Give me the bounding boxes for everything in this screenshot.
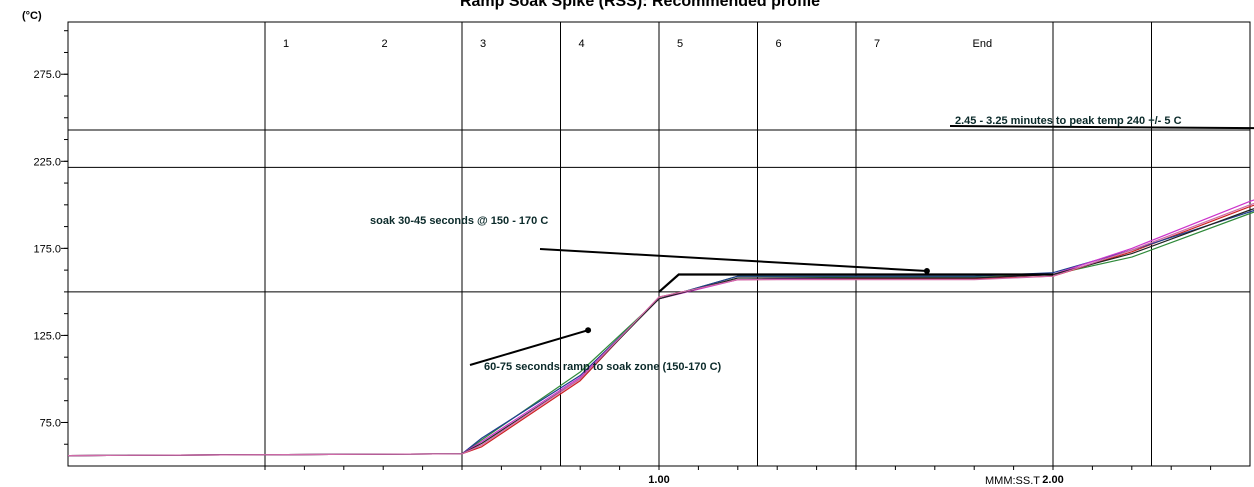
series-line-3 <box>67 209 1254 457</box>
annotation-leader-2 <box>469 329 589 366</box>
series-line-6 <box>67 202 1254 457</box>
y-tick-label: 75.0 <box>40 417 61 429</box>
x-tick-label: 2.00 <box>1042 474 1063 486</box>
series-line-2 <box>67 204 1254 457</box>
annotation-leader-3 <box>949 125 1254 130</box>
y-tick-label: 275.0 <box>33 69 61 81</box>
chart-title: Ramp Soak Spike (RSS): Recommended profi… <box>460 0 820 10</box>
zone-label-4: 4 <box>579 38 585 50</box>
annotation-text-2: 60-75 seconds ramp to soak zone (150-170… <box>484 361 722 373</box>
annotation-dot-1 <box>923 267 930 274</box>
series-line-4 <box>67 199 1254 457</box>
zone-label-3: 3 <box>480 38 486 50</box>
annotation-text-3: 2.45 - 3.25 minutes to peak temp 240 +/-… <box>955 115 1182 127</box>
zone-label-8: End <box>973 38 993 50</box>
y-axis-unit: (°C) <box>22 10 42 22</box>
annotation-text-1: soak 30-45 seconds @ 150 - 170 C <box>370 215 548 227</box>
y-tick-label: 125.0 <box>33 330 61 342</box>
zone-label-5: 5 <box>677 38 683 50</box>
zone-label-1: 1 <box>283 38 289 50</box>
y-tick-label: 225.0 <box>33 156 61 168</box>
y-tick-label: 175.0 <box>33 243 61 255</box>
zone-label-2: 2 <box>382 38 388 50</box>
series-line-5 <box>67 208 1254 457</box>
x-axis-format-label: MMM:SS.T <box>985 475 1040 487</box>
x-tick-label: 1.00 <box>648 474 669 486</box>
annotation-leader-1 <box>539 248 927 272</box>
series-line-1 <box>67 211 1254 457</box>
soak-zone-marker <box>658 273 1053 293</box>
zone-label-7: 7 <box>874 38 880 50</box>
annotation-dot-2 <box>585 327 592 334</box>
zone-label-6: 6 <box>776 38 782 50</box>
